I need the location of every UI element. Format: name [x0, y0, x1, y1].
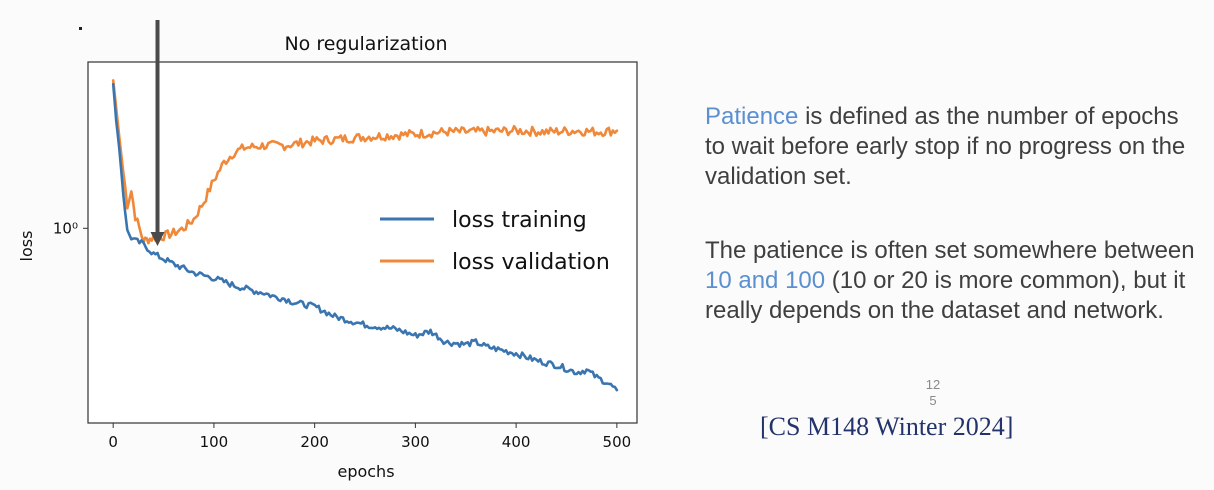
early-stop-arrow	[150, 20, 165, 246]
y-axis-label: loss	[17, 231, 36, 262]
patience-range-start: The patience is often set somewhere betw…	[705, 237, 1195, 264]
patience-definition-rest: is defined as the number of epochs to wa…	[705, 103, 1186, 190]
series-line-loss-training	[111, 82, 619, 392]
x-tick-label: 100	[200, 433, 229, 451]
x-axis-ticks: 0 100 200 300 400 500	[108, 423, 631, 451]
legend-label-loss-validation: loss validation	[452, 250, 610, 275]
y-axis-ticks: 10⁰	[53, 219, 88, 237]
patience-definition: Patience is defined as the number of epo…	[705, 102, 1195, 192]
legend-label-loss-training: loss training	[452, 208, 587, 233]
patience-range-rest: (10 or 20 is more common), but it really…	[705, 267, 1186, 324]
series-line-loss-validation	[111, 79, 619, 245]
patience-term: Patience	[705, 103, 799, 130]
chart-title: No regularization	[284, 33, 447, 55]
patience-range-note: The patience is often set somewhere betw…	[705, 236, 1195, 326]
x-axis-label: epochs	[337, 462, 394, 481]
x-tick-label: 400	[502, 433, 531, 451]
x-tick-label: 500	[603, 433, 632, 451]
corner-dot	[79, 27, 82, 30]
legend: loss training loss validation	[380, 208, 610, 275]
patience-range-value: 10 and 100	[705, 267, 826, 294]
course-citation: [CS M148 Winter 2024]	[760, 412, 1014, 441]
loss-chart: No regularization 0 100 200 300 400 500 10⁰ e…	[17, 20, 638, 481]
x-tick-label: 300	[401, 433, 430, 451]
slide-number: 12 5	[918, 377, 948, 409]
slide-number-bottom: 5	[929, 393, 937, 408]
slide-number-top: 12	[925, 377, 941, 392]
y-tick-label: 10⁰	[53, 219, 78, 237]
x-tick-label: 0	[108, 433, 118, 451]
plot-frame	[87, 61, 638, 424]
x-tick-label: 200	[300, 433, 329, 451]
